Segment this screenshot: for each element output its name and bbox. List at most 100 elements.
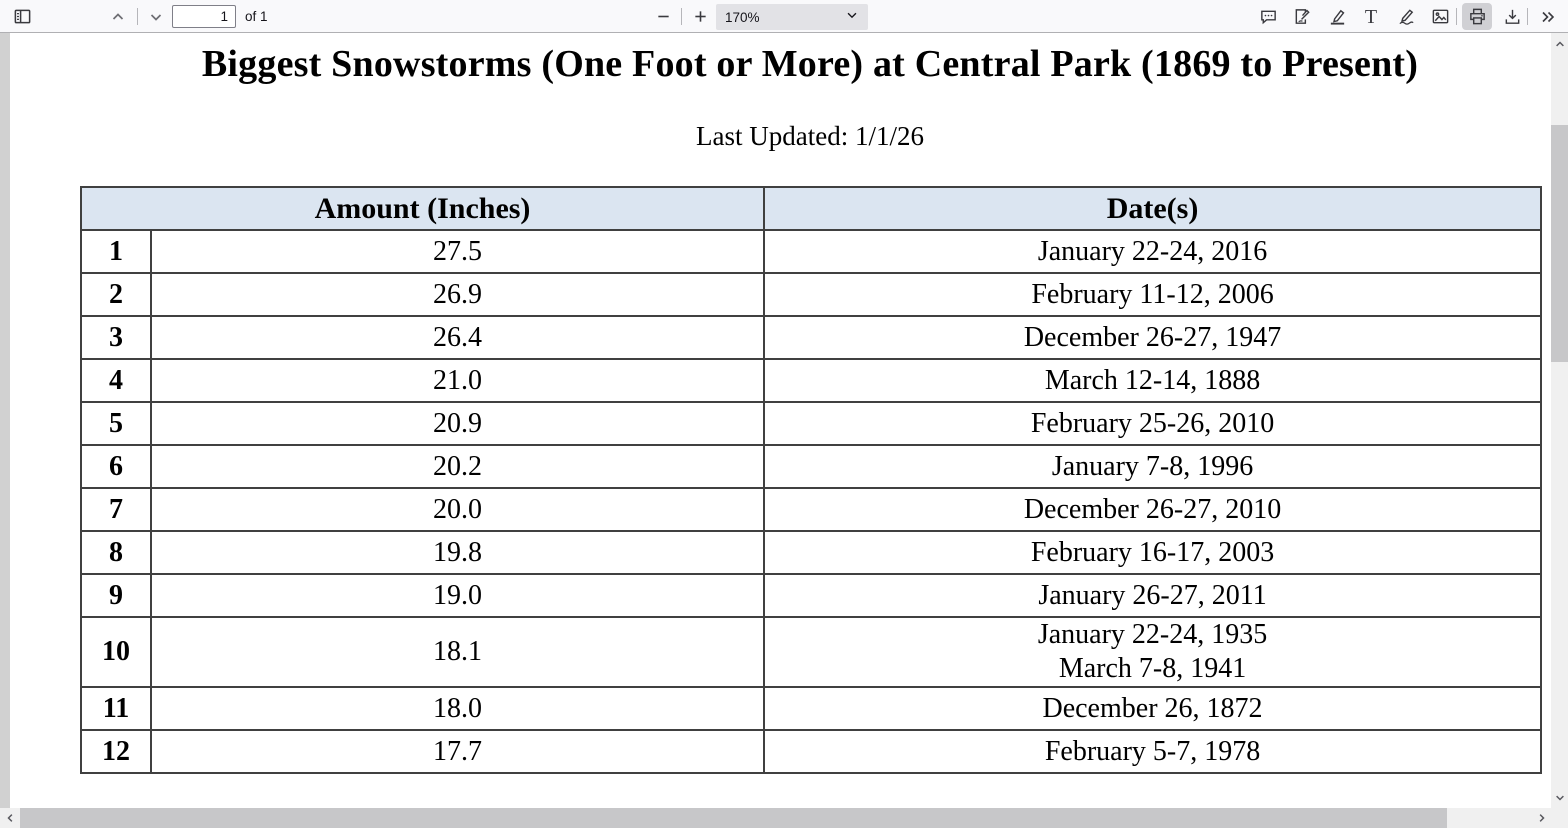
table-row: 6 20.2 January 7-8, 1996: [80, 444, 1543, 489]
date-cell: January 26-27, 2011: [763, 573, 1543, 618]
draw-tool-button[interactable]: [1392, 3, 1420, 30]
rank-cell: 6: [80, 444, 152, 489]
rank-cell: 10: [80, 616, 152, 688]
rank-cell: 8: [80, 530, 152, 575]
print-button[interactable]: [1462, 3, 1492, 30]
amount-cell: 27.5: [149, 229, 766, 274]
rank-cell: 2: [80, 272, 152, 317]
table-row: 3 26.4 December 26-27, 1947: [80, 315, 1543, 360]
zoom-in-button[interactable]: [685, 3, 715, 30]
sidebar-toggle-button[interactable]: [8, 3, 36, 30]
date-cell: February 5-7, 1978: [763, 729, 1543, 774]
pencil-icon: [1397, 7, 1416, 26]
comment-tool-button[interactable]: [1254, 3, 1282, 30]
table-row: 2 26.9 February 11-12, 2006: [80, 272, 1543, 317]
table-row: 10 18.1 January 22-24, 1935 March 7-8, 19…: [80, 616, 1543, 688]
zoom-out-button[interactable]: [648, 3, 678, 30]
pdf-viewer-area: Biggest Snowstorms (One Foot or More) at…: [0, 33, 1551, 808]
chevron-down-icon: [845, 8, 859, 27]
rank-cell: 12: [80, 729, 152, 774]
rank-cell: 5: [80, 401, 152, 446]
text-icon: T: [1364, 5, 1378, 28]
plus-icon: [693, 9, 708, 24]
download-icon: [1503, 7, 1522, 26]
amount-cell: 20.9: [149, 401, 766, 446]
date-cell: December 26-27, 2010: [763, 487, 1543, 532]
pdf-page: Biggest Snowstorms (One Foot or More) at…: [10, 33, 1551, 808]
table-row: 8 19.8 February 16-17, 2003: [80, 530, 1543, 575]
amount-cell: 17.7: [149, 729, 766, 774]
scroll-down-arrow[interactable]: [1551, 789, 1568, 806]
signature-icon: [1293, 7, 1312, 26]
rank-cell: 11: [80, 686, 152, 731]
toolbar-divider: [1527, 8, 1528, 25]
date-cell: January 22-24, 2016: [763, 229, 1543, 274]
next-page-button[interactable]: [141, 3, 171, 30]
scroll-left-arrow[interactable]: [1, 808, 18, 828]
save-button[interactable]: [1498, 3, 1526, 30]
amount-column-header: Amount (Inches): [79, 186, 766, 231]
toolbar-divider: [681, 8, 682, 25]
sidebar-toggle-icon: [13, 7, 32, 26]
amount-cell: 20.2: [149, 444, 766, 489]
amount-cell: 19.8: [149, 530, 766, 575]
document-title: Biggest Snowstorms (One Foot or More) at…: [201, 43, 1419, 85]
amount-cell: 26.9: [149, 272, 766, 317]
chevron-down-icon: [148, 9, 164, 25]
free-text-tool-button[interactable]: T: [1357, 3, 1385, 30]
snowstorm-table: Amount (Inches) Date(s) 1 27.5 January 2…: [79, 186, 1543, 774]
dates-column-header: Date(s): [763, 186, 1543, 231]
scroll-right-arrow[interactable]: [1533, 808, 1550, 828]
rank-cell: 9: [80, 573, 152, 618]
zoom-select[interactable]: 170%: [716, 4, 868, 30]
table-row: 7 20.0 December 26-27, 2010: [80, 487, 1543, 532]
chevron-up-icon: [110, 9, 126, 25]
vertical-scrollbar-thumb[interactable]: [1551, 125, 1568, 362]
date-cell: February 16-17, 2003: [763, 530, 1543, 575]
amount-cell: 18.1: [149, 616, 766, 688]
scroll-up-arrow[interactable]: [1551, 35, 1568, 52]
more-tools-button[interactable]: [1533, 3, 1563, 30]
horizontal-scrollbar-thumb[interactable]: [20, 808, 1447, 828]
signature-tool-button[interactable]: [1288, 3, 1316, 30]
amount-cell: 26.4: [149, 315, 766, 360]
rank-cell: 7: [80, 487, 152, 532]
date-cell: December 26-27, 1947: [763, 315, 1543, 360]
minus-icon: [656, 9, 671, 24]
last-updated-label: Last Updated: 1/1/26: [696, 121, 924, 151]
date-cell: March 12-14, 1888: [763, 358, 1543, 403]
page-count-label: of 1: [245, 9, 268, 24]
table-row: 9 19.0 January 26-27, 2011: [80, 573, 1543, 618]
toolbar-divider: [137, 8, 138, 25]
amount-cell: 18.0: [149, 686, 766, 731]
add-image-tool-button[interactable]: [1426, 3, 1454, 30]
date-cell: February 25-26, 2010: [763, 401, 1543, 446]
highlight-tool-button[interactable]: [1323, 3, 1351, 30]
date-cell: January 22-24, 1935 March 7-8, 1941: [763, 616, 1543, 688]
highlighter-icon: [1328, 7, 1347, 26]
amount-cell: 20.0: [149, 487, 766, 532]
amount-cell: 21.0: [149, 358, 766, 403]
image-icon: [1431, 7, 1450, 26]
table-row: 5 20.9 February 25-26, 2010: [80, 401, 1543, 446]
horizontal-scrollbar[interactable]: [0, 808, 1551, 828]
previous-page-button[interactable]: [103, 3, 133, 30]
table-header-row: Amount (Inches) Date(s): [79, 186, 1543, 231]
toolbar-divider: [1456, 8, 1457, 25]
table-row: 4 21.0 March 12-14, 1888: [80, 358, 1543, 403]
pdf-toolbar: of 1 170%: [0, 0, 1568, 33]
zoom-level-label: 170%: [725, 9, 760, 25]
rank-cell: 3: [80, 315, 152, 360]
rank-cell: 1: [80, 229, 152, 274]
page-number-input[interactable]: [172, 5, 236, 28]
rank-cell: 4: [80, 358, 152, 403]
table-body: 1 27.5 January 22-24, 2016 2 26.9 Februa…: [80, 229, 1543, 774]
comment-icon: [1259, 7, 1278, 26]
table-row: 12 17.7 February 5-7, 1978: [80, 729, 1543, 774]
date-cell: January 7-8, 1996: [763, 444, 1543, 489]
table-row: 1 27.5 January 22-24, 2016: [80, 229, 1543, 274]
vertical-scrollbar[interactable]: [1551, 33, 1568, 808]
date-cell: December 26, 1872: [763, 686, 1543, 731]
table-row: 11 18.0 December 26, 1872: [80, 686, 1543, 731]
date-cell: February 11-12, 2006: [763, 272, 1543, 317]
